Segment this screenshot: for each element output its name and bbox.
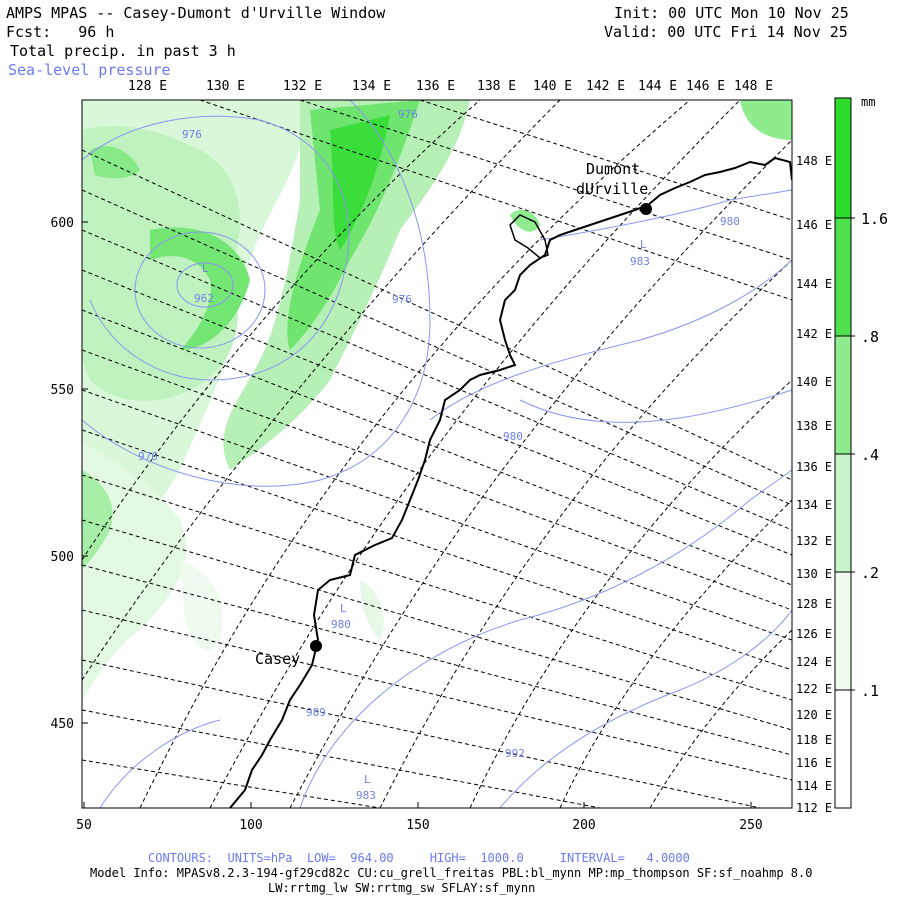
dumont-label-1: Dumont [586,160,640,178]
pressure-label: 980 [503,430,523,443]
top-lon-label: 136 E [416,79,455,94]
init-time: Init: 00 UTC Mon 10 Nov 25 [614,4,849,22]
map-title: AMPS MPAS -- Casey-Dumont d'Urville Wind… [6,4,386,22]
right-lon-label: 122 E [796,682,832,696]
pressure-label: 983 [356,789,376,802]
right-lon-label: 128 E [796,597,832,611]
y-tick-label: 450 [51,717,74,732]
colorbar-swatch [835,336,851,454]
right-lon-label: 148 E [796,154,832,168]
x-tick-label: 150 [406,818,429,833]
pressure-label: 976 [398,108,418,121]
right-lon-label: 130 E [796,567,832,581]
pressure-label: 980 [331,618,351,631]
right-lon-label: 134 E [796,498,832,512]
top-lon-label: 130 E [206,79,245,94]
right-lon-label: 136 E [796,460,832,474]
top-lon-label: 132 E [283,79,322,94]
top-lon-label: 128 E [128,79,167,94]
colorbar-swatch [835,454,851,572]
low-marker: L [640,238,647,251]
colorbar-label: .1 [861,682,879,700]
pressure-labels: 976 L 962 976 976 976 L 983 980 L 980 98… [138,108,740,802]
right-lon-label: 120 E [796,708,832,722]
x-tick-label: 100 [239,818,262,833]
valid-time: Valid: 00 UTC Fri 14 Nov 25 [604,23,848,41]
low-marker: L [364,773,371,786]
colorbar-swatch [835,690,851,808]
top-lon-labels: 128 E 130 E 132 E 134 E 136 E 138 E 140 … [128,79,773,94]
pressure-contours [82,100,792,808]
low-marker: L [340,602,347,615]
x-tick-label: 200 [572,818,595,833]
low-marker: L [202,262,209,275]
y-tick-label: 500 [51,550,74,565]
casey-label: Casey [255,650,300,668]
right-lon-label: 114 E [796,779,832,793]
colorbar-swatch [835,218,851,336]
right-lon-label: 138 E [796,419,832,433]
right-lon-label: 142 E [796,327,832,341]
top-lon-label: 148 E [734,79,773,94]
pressure-label: 992 [505,747,525,760]
colorbar-unit: mm [861,95,875,109]
right-lon-label: 126 E [796,627,832,641]
casey-marker [310,640,322,652]
field-name: Total precip. in past 3 h [10,42,236,60]
x-tick-label: 250 [739,818,762,833]
pressure-label: 983 [630,255,650,268]
x-tick-label: 50 [76,818,92,833]
right-lon-label: 112 E [796,801,832,815]
pressure-label: 989 [306,706,326,719]
graticule [82,100,792,808]
y-axis: 600 550 500 450 [51,216,88,732]
fcst-value: 96 h [78,23,115,41]
pressure-label: 976 [138,450,158,463]
right-lon-label: 146 E [796,218,832,232]
top-lon-label: 134 E [352,79,391,94]
dumont-label-2: dUrville [576,180,648,198]
pressure-label: 976 [182,128,202,141]
coastline [229,156,792,808]
colorbar: mm .1 .2 .4 .8 1.6 [834,95,888,809]
ice-tongue [509,214,549,259]
pressure-label: 980 [720,215,740,228]
top-lon-label: 146 E [686,79,725,94]
right-lon-label: 118 E [796,733,832,747]
dumont-durville-marker [640,203,652,215]
contour-info: CONTOURS: UNITS=hPa LOW= 964.00 HIGH= 10… [148,851,690,865]
colorbar-label: 1.6 [861,210,888,228]
top-lon-label: 138 E [477,79,516,94]
right-lon-labels: 148 E 146 E 144 E 142 E 140 E 138 E 136 … [796,154,832,815]
right-lon-label: 132 E [796,534,832,548]
x-axis: 50 100 150 200 250 [76,802,763,833]
top-lon-label: 142 E [586,79,625,94]
right-lon-label: 144 E [796,277,832,291]
forecast-label: Fcst: 96 h [6,23,114,42]
model-info-2: LW:rrtmg_lw SW:rrtmg_sw SFLAY:sf_mynn [268,881,536,895]
colorbar-label: .8 [861,328,879,346]
y-tick-label: 600 [51,216,74,231]
right-lon-label: 140 E [796,375,832,389]
y-tick-label: 550 [51,383,74,398]
right-lon-label: 124 E [796,655,832,669]
colorbar-swatch [835,572,851,690]
model-info: Model Info: MPASv8.2.3-194-gf29cd82c CU:… [90,866,813,880]
colorbar-label: .2 [861,564,879,582]
colorbar-label: .4 [861,446,879,464]
fcst-label: Fcst: [6,23,52,41]
top-lon-label: 144 E [638,79,677,94]
pressure-label: 976 [392,293,412,306]
colorbar-swatch [835,98,851,218]
map-frame [81,99,793,809]
right-lon-label: 116 E [796,756,832,770]
pressure-label: 962 [194,292,214,305]
top-lon-label: 140 E [533,79,572,94]
overlay-name: Sea-level pressure [8,61,171,79]
